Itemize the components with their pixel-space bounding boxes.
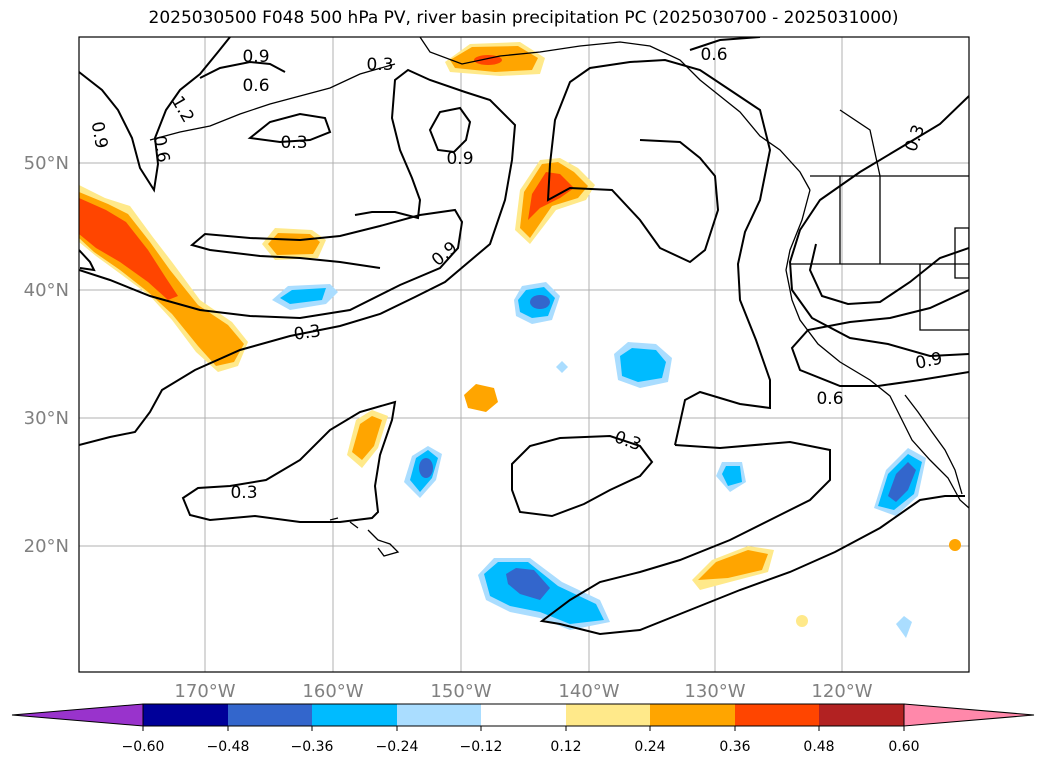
state-border-4	[919, 264, 969, 331]
colorbar-bin-3	[312, 704, 397, 726]
colorbar: −0.60 −0.48 −0.36 −0.24 −0.12 0.12 0.24 …	[11, 703, 1035, 755]
colorbar-bin-1	[143, 704, 228, 726]
precip-blob-165w-mid	[352, 416, 382, 460]
precip-negative-shading	[272, 282, 926, 638]
colorbar-extend-high	[903, 703, 1035, 727]
precip-neg-small-1	[556, 361, 568, 373]
colorbar-frame	[142, 703, 905, 727]
longitude-labels: 170°W 160°W 150°W 140°W 130°W 120°W	[174, 681, 872, 702]
colorbar-bin-7	[650, 704, 735, 726]
colorbar-tick-label: 0.36	[719, 739, 750, 755]
pv-contour-03-long	[546, 58, 772, 446]
pv-contour-03-south	[181, 400, 397, 523]
precip-blob-148w	[464, 384, 498, 412]
coastlines	[149, 37, 969, 557]
colorbar-bin-5	[481, 704, 566, 726]
pv-contour-12	[79, 37, 231, 193]
pv-label-10: 0.9	[446, 149, 473, 169]
colorbar-tick-label: −0.48	[207, 739, 250, 755]
pv-contour-06-ne	[689, 37, 761, 51]
lon-label-170w: 170°W	[174, 681, 235, 702]
colorbar-bin-4	[397, 704, 481, 726]
colorbar-tick-label: 0.60	[888, 739, 919, 755]
precip-dot-2	[796, 615, 808, 627]
precip-dot-1	[949, 539, 961, 551]
colorbar-tick-labels: −0.60 −0.48 −0.36 −0.24 −0.12 0.12 0.24 …	[122, 739, 920, 755]
lat-label-40n: 40°N	[24, 280, 69, 301]
pv-contour-03-east	[539, 440, 965, 636]
lon-label-120w: 120°W	[811, 681, 872, 702]
pv-label-12: 0.3	[293, 321, 323, 345]
precip-neg-143w-core	[530, 295, 550, 309]
colorbar-tick-label: −0.24	[376, 739, 419, 755]
pv-label-8: 0.6	[149, 134, 173, 164]
lat-label-30n: 30°N	[24, 408, 69, 429]
pv-label-5: 0.3	[280, 133, 307, 153]
pv-contour-03-inner	[79, 208, 464, 320]
pv-label-2: 0.6	[242, 76, 269, 96]
pv-label-14: 0.3	[230, 483, 257, 503]
colorbar-bin-6	[566, 704, 650, 726]
map-title: 2025030500 F048 500 hPa PV, river basin …	[148, 8, 899, 28]
alaska-coast	[419, 37, 811, 191]
pv-contour-03-center	[511, 434, 654, 518]
colorbar-bin-9	[819, 704, 904, 726]
pv-label-7: 0.9	[87, 120, 111, 150]
precip-neg-153w-core	[419, 458, 433, 478]
pv-label-1: 0.9	[242, 47, 269, 67]
colorbar-ticks	[142, 726, 905, 731]
lon-label-140w: 140°W	[558, 681, 619, 702]
colorbar-extend-low	[11, 703, 144, 727]
canada-internal	[839, 109, 881, 177]
pv-contour-east-2	[790, 289, 969, 387]
precip-neg-small-2	[896, 616, 912, 638]
pv-contour-09-loop	[428, 106, 472, 154]
colorbar-bin-8	[735, 704, 819, 726]
hawaii-islands	[329, 517, 400, 557]
pv-contours	[79, 37, 969, 636]
pv-contour-east-1	[788, 95, 969, 358]
colorbar-tick-label: 0.24	[634, 739, 665, 755]
pv-label-4: 0.6	[700, 45, 727, 65]
colorbar-tick-label: −0.36	[291, 739, 334, 755]
na-west-coast	[785, 189, 969, 509]
lat-label-50n: 50°N	[24, 153, 69, 174]
colorbar-tick-label: −0.60	[122, 739, 165, 755]
map-frame	[78, 36, 970, 673]
colorbar-tick-label: 0.12	[550, 739, 581, 755]
pv-contour-east-3	[808, 243, 969, 306]
pv-label-16: 0.6	[816, 389, 843, 409]
pv-contour-03-nw	[247, 112, 332, 144]
pv-label-3: 0.3	[366, 55, 393, 75]
aleutian-islands	[149, 63, 396, 141]
state-border-5	[954, 227, 969, 279]
precip-positive-shading	[79, 42, 961, 627]
pv-contour-09-w	[79, 249, 96, 272]
precip-blob-sub-mid	[698, 550, 768, 580]
precip-band-west-core	[79, 198, 178, 300]
precip-blob-ne-core	[528, 172, 574, 220]
pv-contour-03-west	[79, 68, 517, 446]
precip-neg-164w-core	[280, 288, 326, 304]
lon-label-160w: 160°W	[302, 681, 363, 702]
baja-coast	[904, 394, 963, 495]
precip-neg-115w-core	[888, 462, 916, 502]
colorbar-bin-2	[228, 704, 312, 726]
lon-label-130w: 130°W	[684, 681, 745, 702]
lat-label-20n: 20°N	[24, 536, 69, 557]
pv-contour-06-nw	[199, 60, 286, 79]
latitude-labels: 50°N 40°N 30°N 20°N	[24, 153, 69, 557]
colorbar-tick-label: −0.12	[460, 739, 503, 755]
precip-neg-south-core	[506, 568, 550, 600]
colorbar-tick-label: 0.48	[803, 739, 834, 755]
precip-neg-128w-core	[722, 466, 742, 486]
precip-neg-134w-core	[620, 348, 666, 382]
lon-label-150w: 150°W	[430, 681, 491, 702]
precip-blob-164w-mid	[268, 233, 320, 255]
